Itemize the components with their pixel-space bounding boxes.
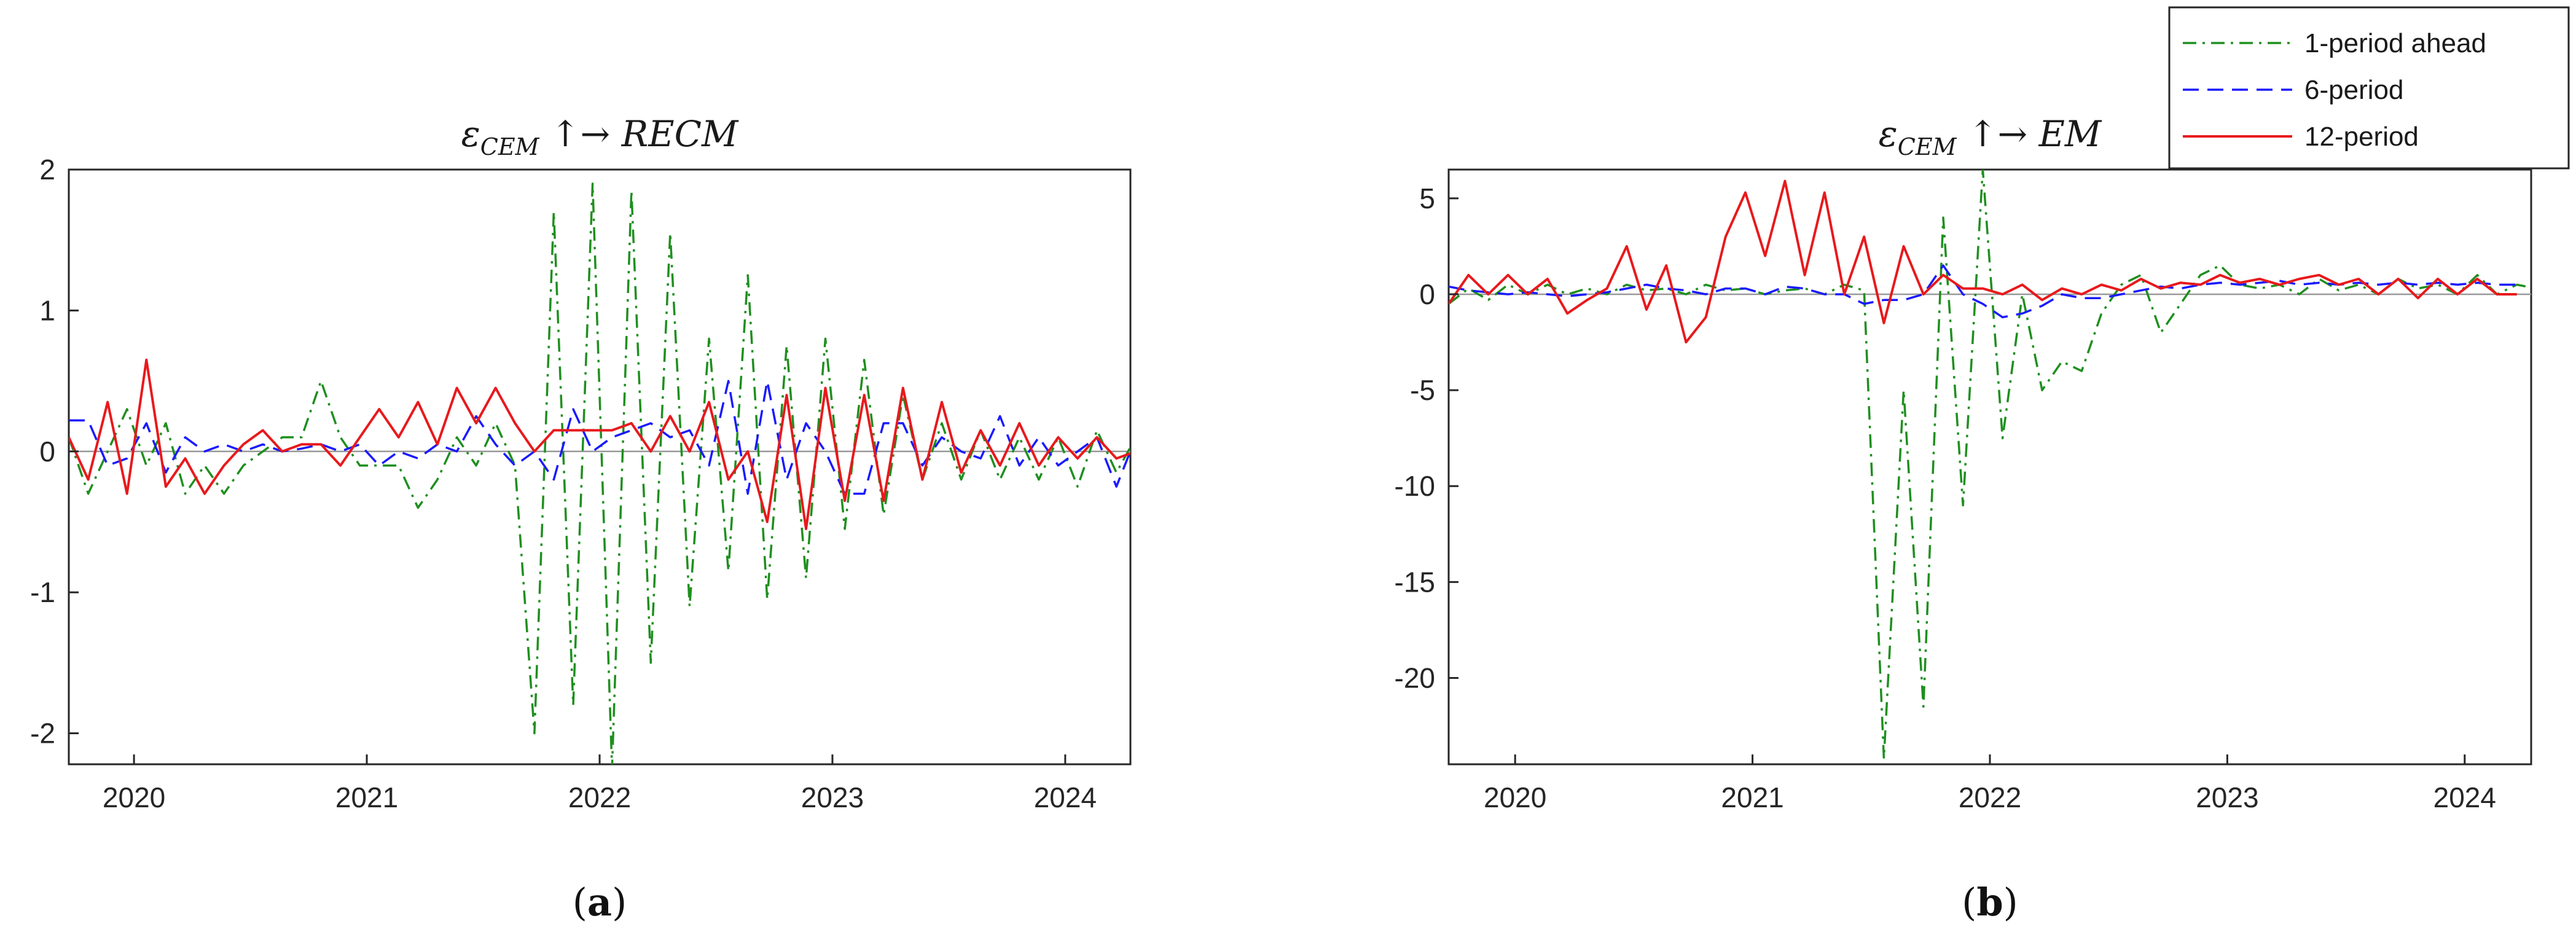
x-tick-label: 2022 <box>568 781 631 813</box>
chart-panel-b: 2020 2021 2022 2023 2024 -20 -15 -10 -5 0 5 εCEM ↑→… <box>1395 113 2532 925</box>
x-tick-label: 2020 <box>103 781 165 813</box>
legend-entry: 12-period <box>2304 122 2419 152</box>
series-line-12-period <box>1449 179 2517 343</box>
chart-title: εCEM ↑→ RECM <box>461 113 739 160</box>
y-tick-label: -2 <box>30 718 55 750</box>
y-tick-label: -15 <box>1395 566 1435 598</box>
y-tick-label: -1 <box>30 576 55 608</box>
panel-label: (a) <box>573 880 627 925</box>
x-tick-label: 2021 <box>1721 781 1783 813</box>
y-tick-label: 1 <box>39 294 55 326</box>
chart-legend: 1-period ahead 6-period 12-period <box>2168 6 2570 170</box>
y-tick-label: -5 <box>1410 374 1435 406</box>
series-line-6-period <box>69 380 1130 495</box>
y-tick-label: 2 <box>39 154 55 186</box>
y-tick-label: -20 <box>1395 662 1435 694</box>
x-tick-label: 2024 <box>2433 781 2496 813</box>
y-tick-label: 0 <box>1419 278 1435 310</box>
legend-entry: 6-period <box>2304 75 2403 105</box>
chart-title: εCEM ↑→ EM <box>1879 113 2102 160</box>
legend-box <box>2168 6 2570 170</box>
x-tick-label: 2024 <box>1034 781 1097 813</box>
series-line-1-period-ahead <box>69 182 1130 764</box>
plot-area <box>68 168 1132 766</box>
x-tick-label: 2023 <box>2196 781 2258 813</box>
y-tick-label: -10 <box>1395 470 1435 502</box>
x-tick-label: 2023 <box>801 781 864 813</box>
y-tick-label: 0 <box>39 436 55 468</box>
series-line-12-period <box>69 358 1130 530</box>
y-tick-label: 5 <box>1419 182 1435 214</box>
x-tick-label: 2021 <box>335 781 398 813</box>
x-tick-label: 2020 <box>1484 781 1546 813</box>
chart-panel-a: 2020 2021 2022 2023 2024 -2 -1 0 1 2 εCEM ↑→ RECM (… <box>30 113 1132 925</box>
legend-entry: 1-period ahead <box>2304 28 2486 58</box>
panel-label: (b) <box>1962 880 2018 925</box>
x-tick-label: 2022 <box>1959 781 2021 813</box>
